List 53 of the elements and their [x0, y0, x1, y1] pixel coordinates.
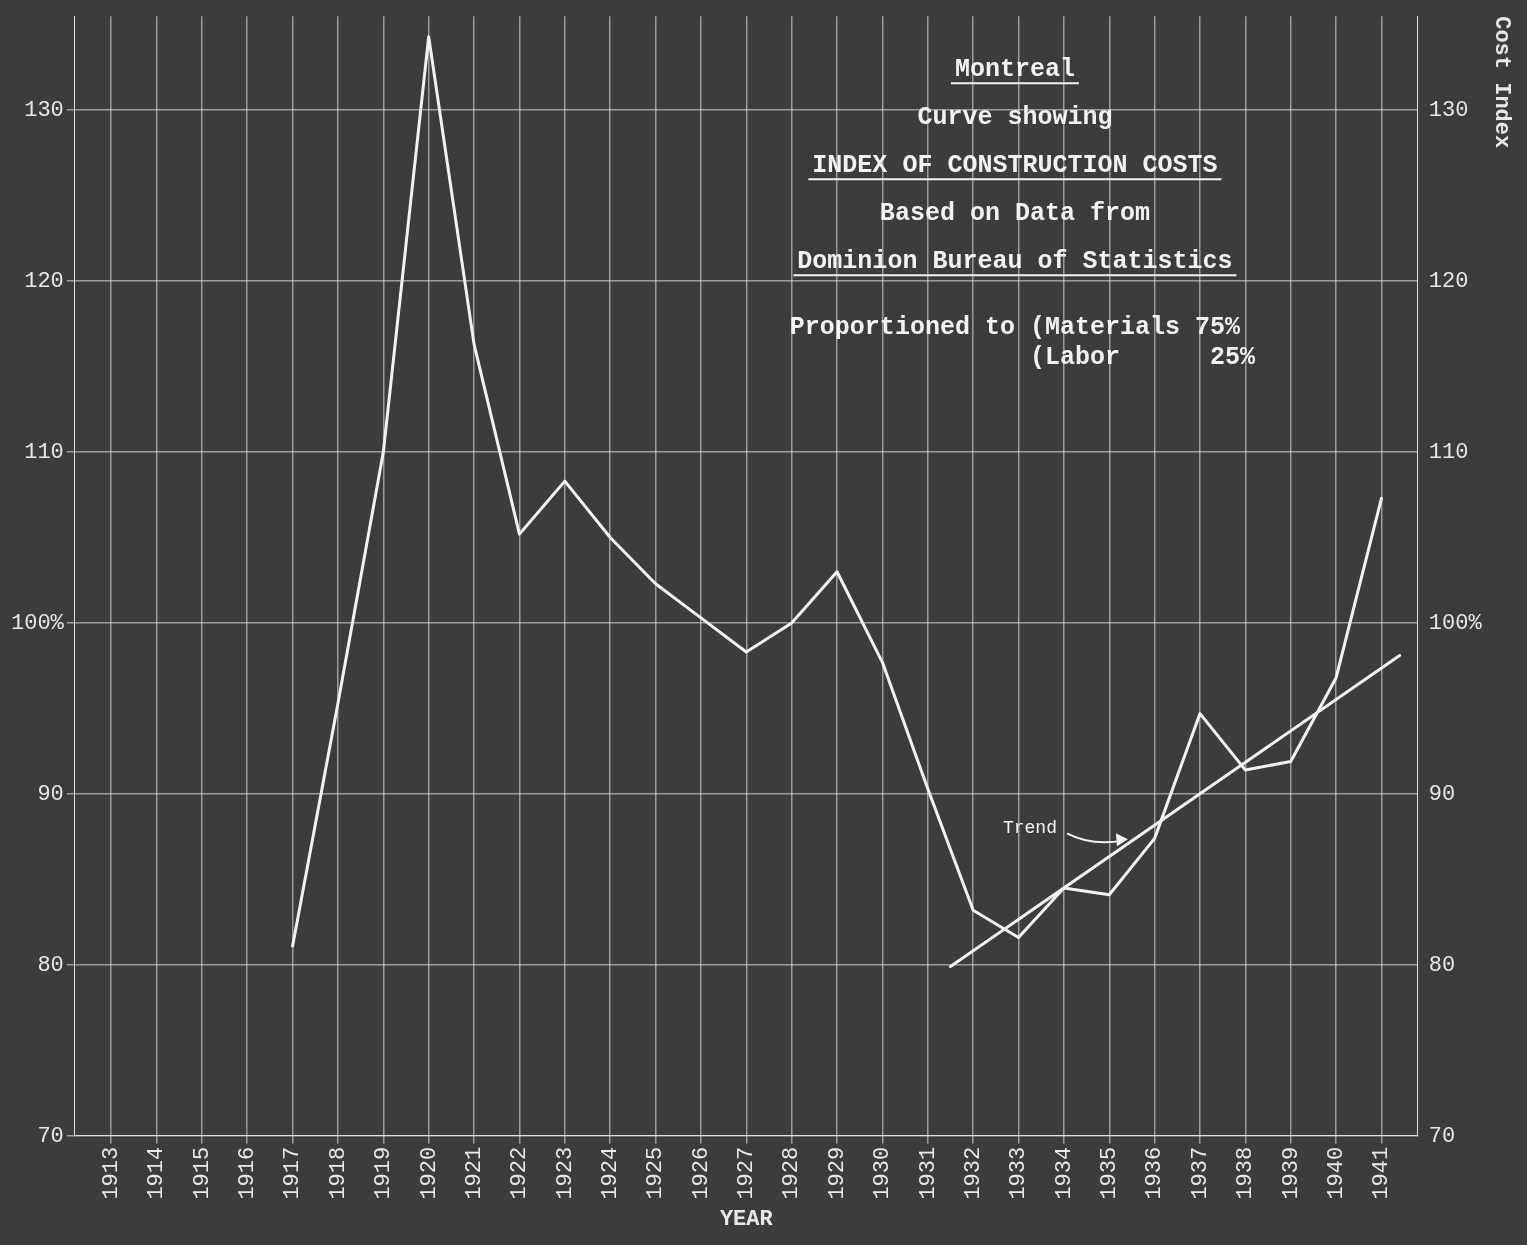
x-tick-label: 1929 — [824, 1146, 850, 1200]
y-tick-label: 70 — [37, 1123, 64, 1149]
x-tick-label: 1938 — [1233, 1146, 1259, 1200]
x-tick-label: 1925 — [643, 1146, 669, 1200]
annotation: (Labor 25% — [1029, 343, 1256, 373]
y2-tick-label: 90 — [1428, 781, 1456, 807]
y2-tick-label: 100% — [1428, 610, 1483, 636]
y-tick-label: 80 — [37, 952, 64, 978]
annotation: Montreal — [954, 55, 1075, 85]
x-tick-label: 1939 — [1278, 1146, 1304, 1200]
annotation: Based on Data from — [879, 199, 1150, 229]
x-tick-label: 1926 — [688, 1146, 714, 1200]
y2-tick-label: 70 — [1428, 1123, 1456, 1149]
x-tick-label: 1931 — [915, 1146, 941, 1200]
y-tick-label: 90 — [37, 781, 64, 807]
y2-axis-title: Cost Index — [1489, 16, 1515, 149]
x-tick-label: 1921 — [461, 1146, 487, 1200]
annotation: Trend — [1002, 818, 1057, 839]
x-tick-label: 1928 — [779, 1146, 805, 1200]
x-axis-title: YEAR — [719, 1207, 774, 1233]
annotation: Proportioned to (Materials 75% — [789, 313, 1241, 343]
y2-tick-label: 130 — [1428, 98, 1469, 124]
y-tick-label: 130 — [24, 98, 64, 124]
x-tick-label: 1924 — [598, 1146, 624, 1200]
x-tick-label: 1936 — [1142, 1146, 1168, 1200]
x-tick-label: 1940 — [1323, 1146, 1349, 1200]
x-tick-label: 1919 — [371, 1146, 397, 1200]
annotation: Curve showing — [917, 103, 1113, 133]
x-tick-label: 1935 — [1097, 1146, 1123, 1200]
x-tick-label: 1914 — [144, 1146, 170, 1200]
y2-tick-label: 110 — [1428, 439, 1469, 465]
text: INDEX OF CONSTRUCTION COSTS — [812, 151, 1218, 181]
x-tick-label: 1941 — [1369, 1146, 1395, 1200]
y-tick-label: 100% — [11, 610, 65, 636]
y-tick-label: 120 — [24, 268, 64, 294]
x-tick-label: 1927 — [734, 1146, 760, 1200]
x-tick-label: 1923 — [552, 1146, 578, 1200]
x-tick-label: 1915 — [189, 1146, 215, 1200]
x-tick-label: 1930 — [870, 1146, 896, 1200]
x-tick-label: 1934 — [1051, 1146, 1077, 1200]
x-tick-label: 1937 — [1187, 1146, 1213, 1200]
x-tick-label: 1913 — [98, 1146, 124, 1200]
x-tick-label: 1920 — [416, 1146, 442, 1200]
annotation: Dominion Bureau of Statistics — [797, 247, 1233, 277]
y2-tick-label: 120 — [1428, 268, 1469, 294]
x-tick-label: 1917 — [280, 1146, 306, 1200]
y-tick-label: 110 — [24, 439, 64, 465]
y2-tick-label: 80 — [1428, 952, 1456, 978]
x-tick-label: 1932 — [960, 1146, 986, 1200]
x-tick-label: 1922 — [507, 1146, 533, 1200]
x-tick-label: 1933 — [1006, 1146, 1032, 1200]
x-tick-label: 1918 — [325, 1146, 351, 1200]
x-tick-label: 1916 — [235, 1146, 261, 1200]
